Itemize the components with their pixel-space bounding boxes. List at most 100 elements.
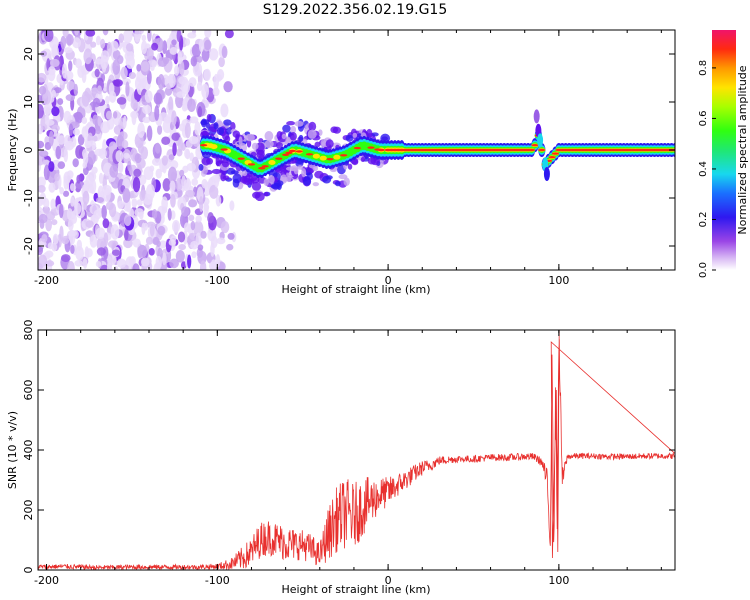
colorbar-tick-label: 0.4 (698, 161, 709, 177)
spectrogram-noise-cell (204, 39, 212, 51)
spectrogram-noise-cell (105, 95, 110, 105)
spectrogram-noise-cell (223, 81, 233, 93)
spectrogram-noise-cell (185, 38, 191, 46)
spectrogram-noise-cell (96, 85, 102, 95)
snr-x-tick-label: -200 (34, 574, 59, 587)
spectrogram-noise-cell (112, 111, 118, 119)
spectrogram-noise-cell (87, 150, 96, 165)
spectrogram-noise-cell (169, 258, 179, 269)
spectrogram-noise-cell (199, 196, 204, 213)
spectrogram-scatter-cell (263, 178, 269, 187)
spectrogram-noise-cell (161, 196, 168, 211)
spectrogram-spike-cell (533, 109, 540, 124)
spectrogram-noise-cell (216, 74, 222, 82)
spectrogram-noise-cell (162, 178, 171, 192)
spectrogram-noise-cell (74, 260, 84, 267)
spectrogram-noise-cell (191, 251, 197, 259)
spectrogram-noise-cell (193, 220, 204, 237)
spectrogram-noise-cell (128, 71, 137, 79)
spectrogram-noise-cell (50, 198, 56, 210)
spectrogram-scatter-cell (238, 136, 243, 146)
spectrogram-noise-cell (57, 135, 66, 145)
snr-x-axis-label: Height of straight line (km) (281, 583, 430, 596)
spectrogram-noise-cell (125, 55, 135, 69)
spectrogram-noise-cell (66, 80, 75, 92)
spectrogram-noise-cell (81, 90, 90, 107)
spectrogram-noise-cell (204, 99, 210, 109)
spectrogram-noise-cell (63, 47, 73, 54)
spectrogram-noise-cell (200, 230, 207, 239)
spectrogram-scatter-cell (290, 125, 297, 134)
spectrogram-y-tick-label: -10 (22, 189, 35, 207)
spectrogram-noise-cell (38, 176, 46, 188)
snr-frame (37, 329, 676, 571)
spectrogram-noise-cell (197, 244, 204, 251)
spectrogram-noise-cell (92, 97, 101, 108)
spectrogram-noise-cell (130, 99, 139, 110)
spectrogram-scatter-cell (213, 122, 219, 130)
spectrogram-noise-cell (171, 110, 177, 126)
spectrogram-scatter-cell (322, 175, 332, 184)
spectrogram-noise-cell (85, 248, 93, 258)
spectrogram-ridge-cell (548, 156, 556, 159)
spectrogram-noise-cell (157, 225, 166, 236)
spectrogram-noise-cell (189, 116, 199, 124)
spectrogram-noise-cell (44, 119, 55, 126)
spectrogram-noise-cell (155, 142, 161, 154)
spectrogram-noise-cell (96, 247, 106, 256)
spectrogram-noise-cell (175, 250, 185, 263)
spectrogram-noise-cell (171, 39, 177, 46)
spectrogram-noise-cell (161, 252, 167, 266)
spectrogram-scatter-cell (325, 139, 334, 148)
spectrogram-ridge-cell (285, 151, 293, 155)
spectrogram-noise-cell (203, 68, 211, 81)
spectrogram-x-axis-label: Height of straight line (km) (281, 283, 430, 296)
spectrogram-noise-cell (191, 178, 199, 186)
spectrogram-noise-cell (212, 87, 220, 97)
spectrogram-ridge-cell (305, 153, 314, 156)
spectrogram-noise-cell (70, 244, 75, 254)
spectrogram-scatter-cell (289, 131, 297, 141)
spectrogram-scatter-cell (347, 163, 353, 170)
spectrogram-noise-cell (203, 201, 209, 218)
spectrogram-noise-cell (128, 208, 135, 218)
spectrogram-noise-cell (85, 174, 94, 188)
spectrogram-noise-cell (116, 97, 127, 105)
spectrogram-ridge-cell (275, 157, 283, 160)
spectrogram-scatter-cell (282, 124, 291, 133)
spectrogram-noise-cell (49, 58, 60, 68)
spectrogram-scatter-cell (314, 141, 321, 148)
spectrogram-scatter-cell (308, 121, 317, 132)
spectrogram-noise-cell (139, 78, 147, 89)
spectrogram-noise-cell (195, 215, 202, 223)
spectrogram-noise-cell (170, 210, 176, 220)
spectrogram-noise-cell (141, 34, 147, 42)
spectrogram-scatter-cell (307, 129, 317, 139)
spectrogram-noise-cell (185, 190, 195, 198)
colorbar-tick-label: 0.6 (698, 110, 709, 126)
spectrogram-noise-cell (172, 142, 177, 156)
spectrogram-noise-cell (50, 219, 58, 226)
spectrogram-noise-cell (224, 30, 234, 39)
spectrogram-noise-cell (143, 166, 154, 181)
spectrogram-noise-cell (132, 176, 141, 193)
spectrogram-noise-cell (177, 51, 183, 65)
spectrogram-noise-cell (220, 103, 229, 118)
spectrogram-noise-cell (179, 169, 185, 177)
spectrogram-ridge-cell (527, 148, 536, 152)
spectrogram-noise-cell (58, 203, 64, 219)
spectrogram-noise-cell (190, 240, 199, 250)
spectrogram-noise-cell (155, 256, 163, 268)
spectrogram-noise-cell (91, 166, 98, 174)
spectrogram-noise-cell (167, 208, 172, 221)
spectrogram-noise-cell (123, 152, 130, 159)
spectrogram-noise-cell (44, 260, 55, 267)
spectrogram-noise-cell (94, 148, 104, 157)
spectrogram-noise-cell (132, 238, 141, 248)
spectrogram-noise-cell (142, 116, 151, 124)
colorbar-ticks: 0.0 0.2 0.4 0.6 0.8 (698, 60, 716, 278)
spectrogram-ridge-cell (247, 163, 256, 166)
spectrogram-noise-cell (98, 172, 104, 184)
spectrogram-noise-cell (191, 43, 202, 58)
